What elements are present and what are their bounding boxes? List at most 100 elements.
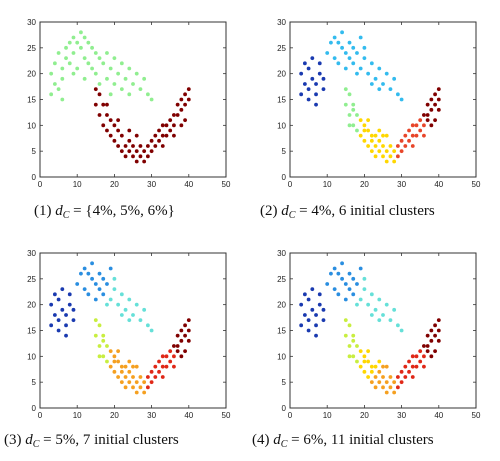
data-point xyxy=(52,61,57,66)
data-point xyxy=(355,302,359,307)
data-point xyxy=(403,364,408,369)
data-point xyxy=(381,385,385,390)
data-point xyxy=(67,302,72,307)
data-point xyxy=(381,144,385,148)
data-point xyxy=(168,118,173,123)
data-point xyxy=(369,133,374,138)
data-point xyxy=(381,82,385,86)
data-point xyxy=(119,364,124,369)
caption-4: (4) dC = 6%, 11 initial clusters xyxy=(252,432,434,450)
cluster-6 xyxy=(145,349,176,390)
data-point xyxy=(145,92,150,97)
data-point xyxy=(395,385,400,390)
data-point xyxy=(153,375,158,379)
data-point xyxy=(347,271,352,276)
caption-text: = 4%, 6 initial clusters xyxy=(295,203,435,219)
data-point xyxy=(127,297,132,302)
data-point xyxy=(116,349,121,354)
data-point xyxy=(429,97,434,102)
data-point xyxy=(388,154,393,159)
data-point xyxy=(355,51,359,55)
data-point xyxy=(134,364,139,369)
x-tick-label: 30 xyxy=(397,180,406,189)
data-point xyxy=(369,138,374,143)
data-point xyxy=(377,380,382,385)
data-point xyxy=(425,333,430,338)
cluster-3 xyxy=(355,276,404,333)
data-point xyxy=(366,349,371,354)
x-tick-label: 20 xyxy=(110,411,119,420)
data-point xyxy=(52,82,57,86)
data-point xyxy=(395,154,400,159)
data-point xyxy=(347,354,352,359)
data-point xyxy=(343,282,348,286)
data-point xyxy=(116,359,121,364)
cluster-5 xyxy=(358,349,382,379)
data-point xyxy=(127,149,132,154)
cluster-3 xyxy=(105,276,154,333)
data-point xyxy=(175,333,180,338)
data-point xyxy=(93,102,98,107)
data-point xyxy=(388,385,393,390)
caption-symbol: d xyxy=(281,203,289,219)
data-point xyxy=(310,287,315,292)
cluster-3 xyxy=(343,87,359,133)
data-point xyxy=(410,364,415,369)
data-point xyxy=(407,138,411,143)
data-point xyxy=(97,56,102,61)
x-tick-label: 40 xyxy=(434,180,443,189)
data-point xyxy=(64,313,68,317)
y-tick-label: 10 xyxy=(27,121,36,130)
data-point xyxy=(49,71,54,76)
data-point xyxy=(142,149,147,154)
data-point xyxy=(134,302,139,307)
data-point xyxy=(105,76,109,81)
data-point xyxy=(429,107,434,112)
data-point xyxy=(355,282,359,286)
data-point xyxy=(127,66,132,71)
data-point xyxy=(149,97,154,102)
data-point xyxy=(407,369,411,374)
data-point xyxy=(392,390,397,395)
data-point xyxy=(82,266,87,271)
data-point xyxy=(351,45,356,50)
data-point xyxy=(321,307,326,312)
data-point xyxy=(108,266,113,271)
data-point xyxy=(377,359,382,364)
data-point xyxy=(97,92,102,97)
data-point xyxy=(145,385,150,390)
cluster-1 xyxy=(49,30,154,102)
data-point xyxy=(436,318,441,323)
data-point xyxy=(392,149,397,154)
data-point xyxy=(172,133,176,138)
data-point xyxy=(90,276,94,281)
x-tick-label: 40 xyxy=(184,411,193,420)
y-tick-label: 5 xyxy=(32,147,37,156)
data-point xyxy=(142,76,147,81)
data-point xyxy=(384,149,389,154)
data-point xyxy=(321,318,326,323)
data-point xyxy=(343,87,348,92)
data-point xyxy=(369,369,374,374)
data-point xyxy=(377,138,382,143)
data-point xyxy=(97,287,102,292)
cluster-4 xyxy=(343,318,359,364)
y-tick-label: 0 xyxy=(282,173,287,182)
y-tick-label: 20 xyxy=(27,301,36,310)
cluster-8 xyxy=(422,318,441,359)
data-point xyxy=(108,92,113,97)
data-point xyxy=(302,82,307,86)
data-point xyxy=(410,375,415,379)
data-point xyxy=(369,82,374,86)
x-tick-label: 40 xyxy=(434,411,443,420)
data-point xyxy=(75,282,80,286)
data-point xyxy=(134,133,139,138)
data-point xyxy=(97,344,102,348)
data-point xyxy=(97,323,102,328)
data-point xyxy=(183,323,187,328)
cluster-2 xyxy=(75,261,113,302)
caption-subscript: C xyxy=(62,210,70,221)
data-point xyxy=(373,133,378,138)
data-point xyxy=(119,292,124,297)
data-point xyxy=(358,118,363,123)
